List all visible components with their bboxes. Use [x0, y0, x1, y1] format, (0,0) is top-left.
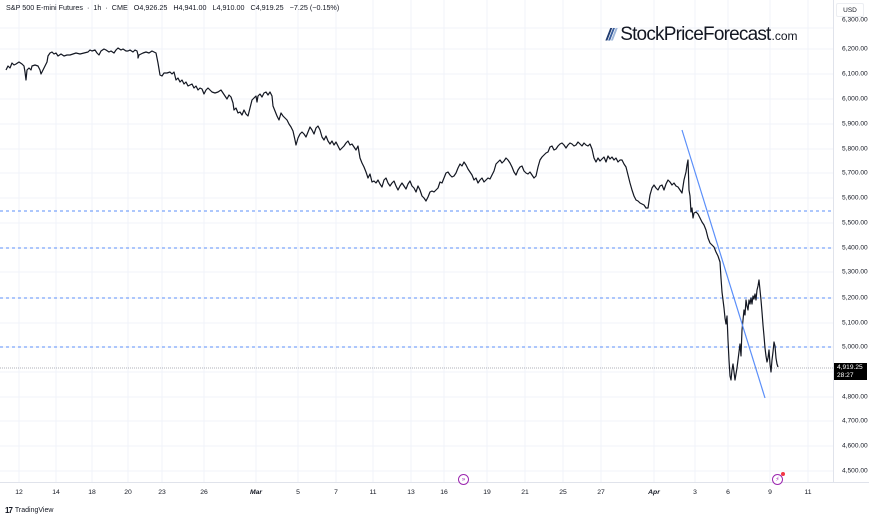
price-tick: 5,700.00 — [842, 169, 868, 177]
time-tick: 27 — [597, 489, 605, 496]
tradingview-logo[interactable]: 17 TradingView — [5, 506, 53, 515]
brand-logo-icon: /// — [606, 25, 616, 44]
tradingview-text: TradingView — [14, 507, 54, 514]
time-tick: 7 — [334, 489, 338, 496]
time-tick: 3 — [693, 489, 697, 496]
tradingview-mark-icon: 17 — [5, 506, 13, 515]
grid-horizontal — [0, 27, 833, 472]
legend-high: H4,941.00 — [173, 3, 207, 12]
price-tick: 5,100.00 — [842, 319, 868, 327]
legend-exchange: CME — [111, 3, 128, 12]
price-tick: 5,200.00 — [842, 294, 868, 302]
price-tick: 4,600.00 — [842, 442, 868, 450]
time-tick: 18 — [88, 489, 96, 496]
legend-open: O4,926.25 — [133, 3, 168, 12]
bar-countdown: 28:27 — [837, 372, 854, 379]
economic-event-icon[interactable]: » — [458, 474, 469, 485]
brand-watermark: /// StockPriceForecast .com — [606, 24, 798, 46]
last-price-label: 4,919.25 28:27 — [834, 363, 867, 380]
price-tick: 4,800.00 — [842, 393, 868, 401]
time-tick: 21 — [521, 489, 529, 496]
last-price-value: 4,919.25 — [837, 364, 863, 371]
time-tick-month: Mar — [249, 489, 263, 496]
symbol-legend: S&P 500 E-mini Futures · 1h · CME O4,926.25 … — [6, 3, 340, 12]
time-tick: 19 — [483, 489, 491, 496]
price-tick: 5,800.00 — [842, 145, 868, 153]
price-tick: 5,500.00 — [842, 219, 868, 227]
legend-close: C4,919.25 — [250, 3, 284, 12]
time-tick: 26 — [200, 489, 208, 496]
price-tick: 6,000.00 — [842, 95, 868, 103]
time-tick: 11 — [369, 489, 377, 496]
price-tick: 4,700.00 — [842, 417, 868, 425]
time-tick-month: Apr — [648, 489, 660, 496]
price-tick: 5,300.00 — [842, 268, 868, 276]
price-tick: 5,600.00 — [842, 194, 868, 202]
price-tick: 6,200.00 — [842, 45, 868, 53]
legend-interval: 1h — [93, 3, 102, 12]
time-axis[interactable] — [0, 482, 869, 503]
time-tick: 6 — [726, 489, 730, 496]
brand-name: StockPriceForecast — [620, 24, 771, 45]
time-tick: 12 — [15, 489, 23, 496]
grid-vertical — [18, 0, 809, 482]
earnings-event-icon[interactable]: ⚡ — [772, 474, 783, 485]
time-tick: 13 — [407, 489, 415, 496]
legend-low: L4,910.00 — [212, 3, 245, 12]
price-tick: 4,500.00 — [842, 467, 868, 475]
time-tick: 9 — [768, 489, 772, 496]
price-axis[interactable] — [833, 0, 870, 482]
time-tick: 23 — [158, 489, 166, 496]
legend-symbol[interactable]: S&P 500 E-mini Futures — [6, 3, 83, 12]
time-tick: 20 — [124, 489, 132, 496]
horizontal-levels — [0, 210, 833, 348]
legend-change: −7.25 (−0.15%) — [289, 3, 340, 12]
price-tick: 6,100.00 — [842, 70, 868, 78]
price-tick: 5,900.00 — [842, 120, 868, 128]
currency-button[interactable]: USD — [836, 3, 864, 17]
time-tick: 11 — [804, 489, 812, 496]
price-tick: 6,300.00 — [842, 16, 868, 24]
time-tick: 14 — [52, 489, 60, 496]
price-tick: 5,000.00 — [842, 343, 868, 351]
brand-tld: .com — [771, 29, 798, 43]
price-tick: 5,400.00 — [842, 244, 868, 252]
time-tick: 5 — [296, 489, 300, 496]
trend-line[interactable] — [681, 129, 766, 399]
price-line — [5, 47, 779, 381]
time-tick: 16 — [440, 489, 448, 496]
event-alert-dot — [781, 472, 785, 476]
time-tick: 25 — [559, 489, 567, 496]
